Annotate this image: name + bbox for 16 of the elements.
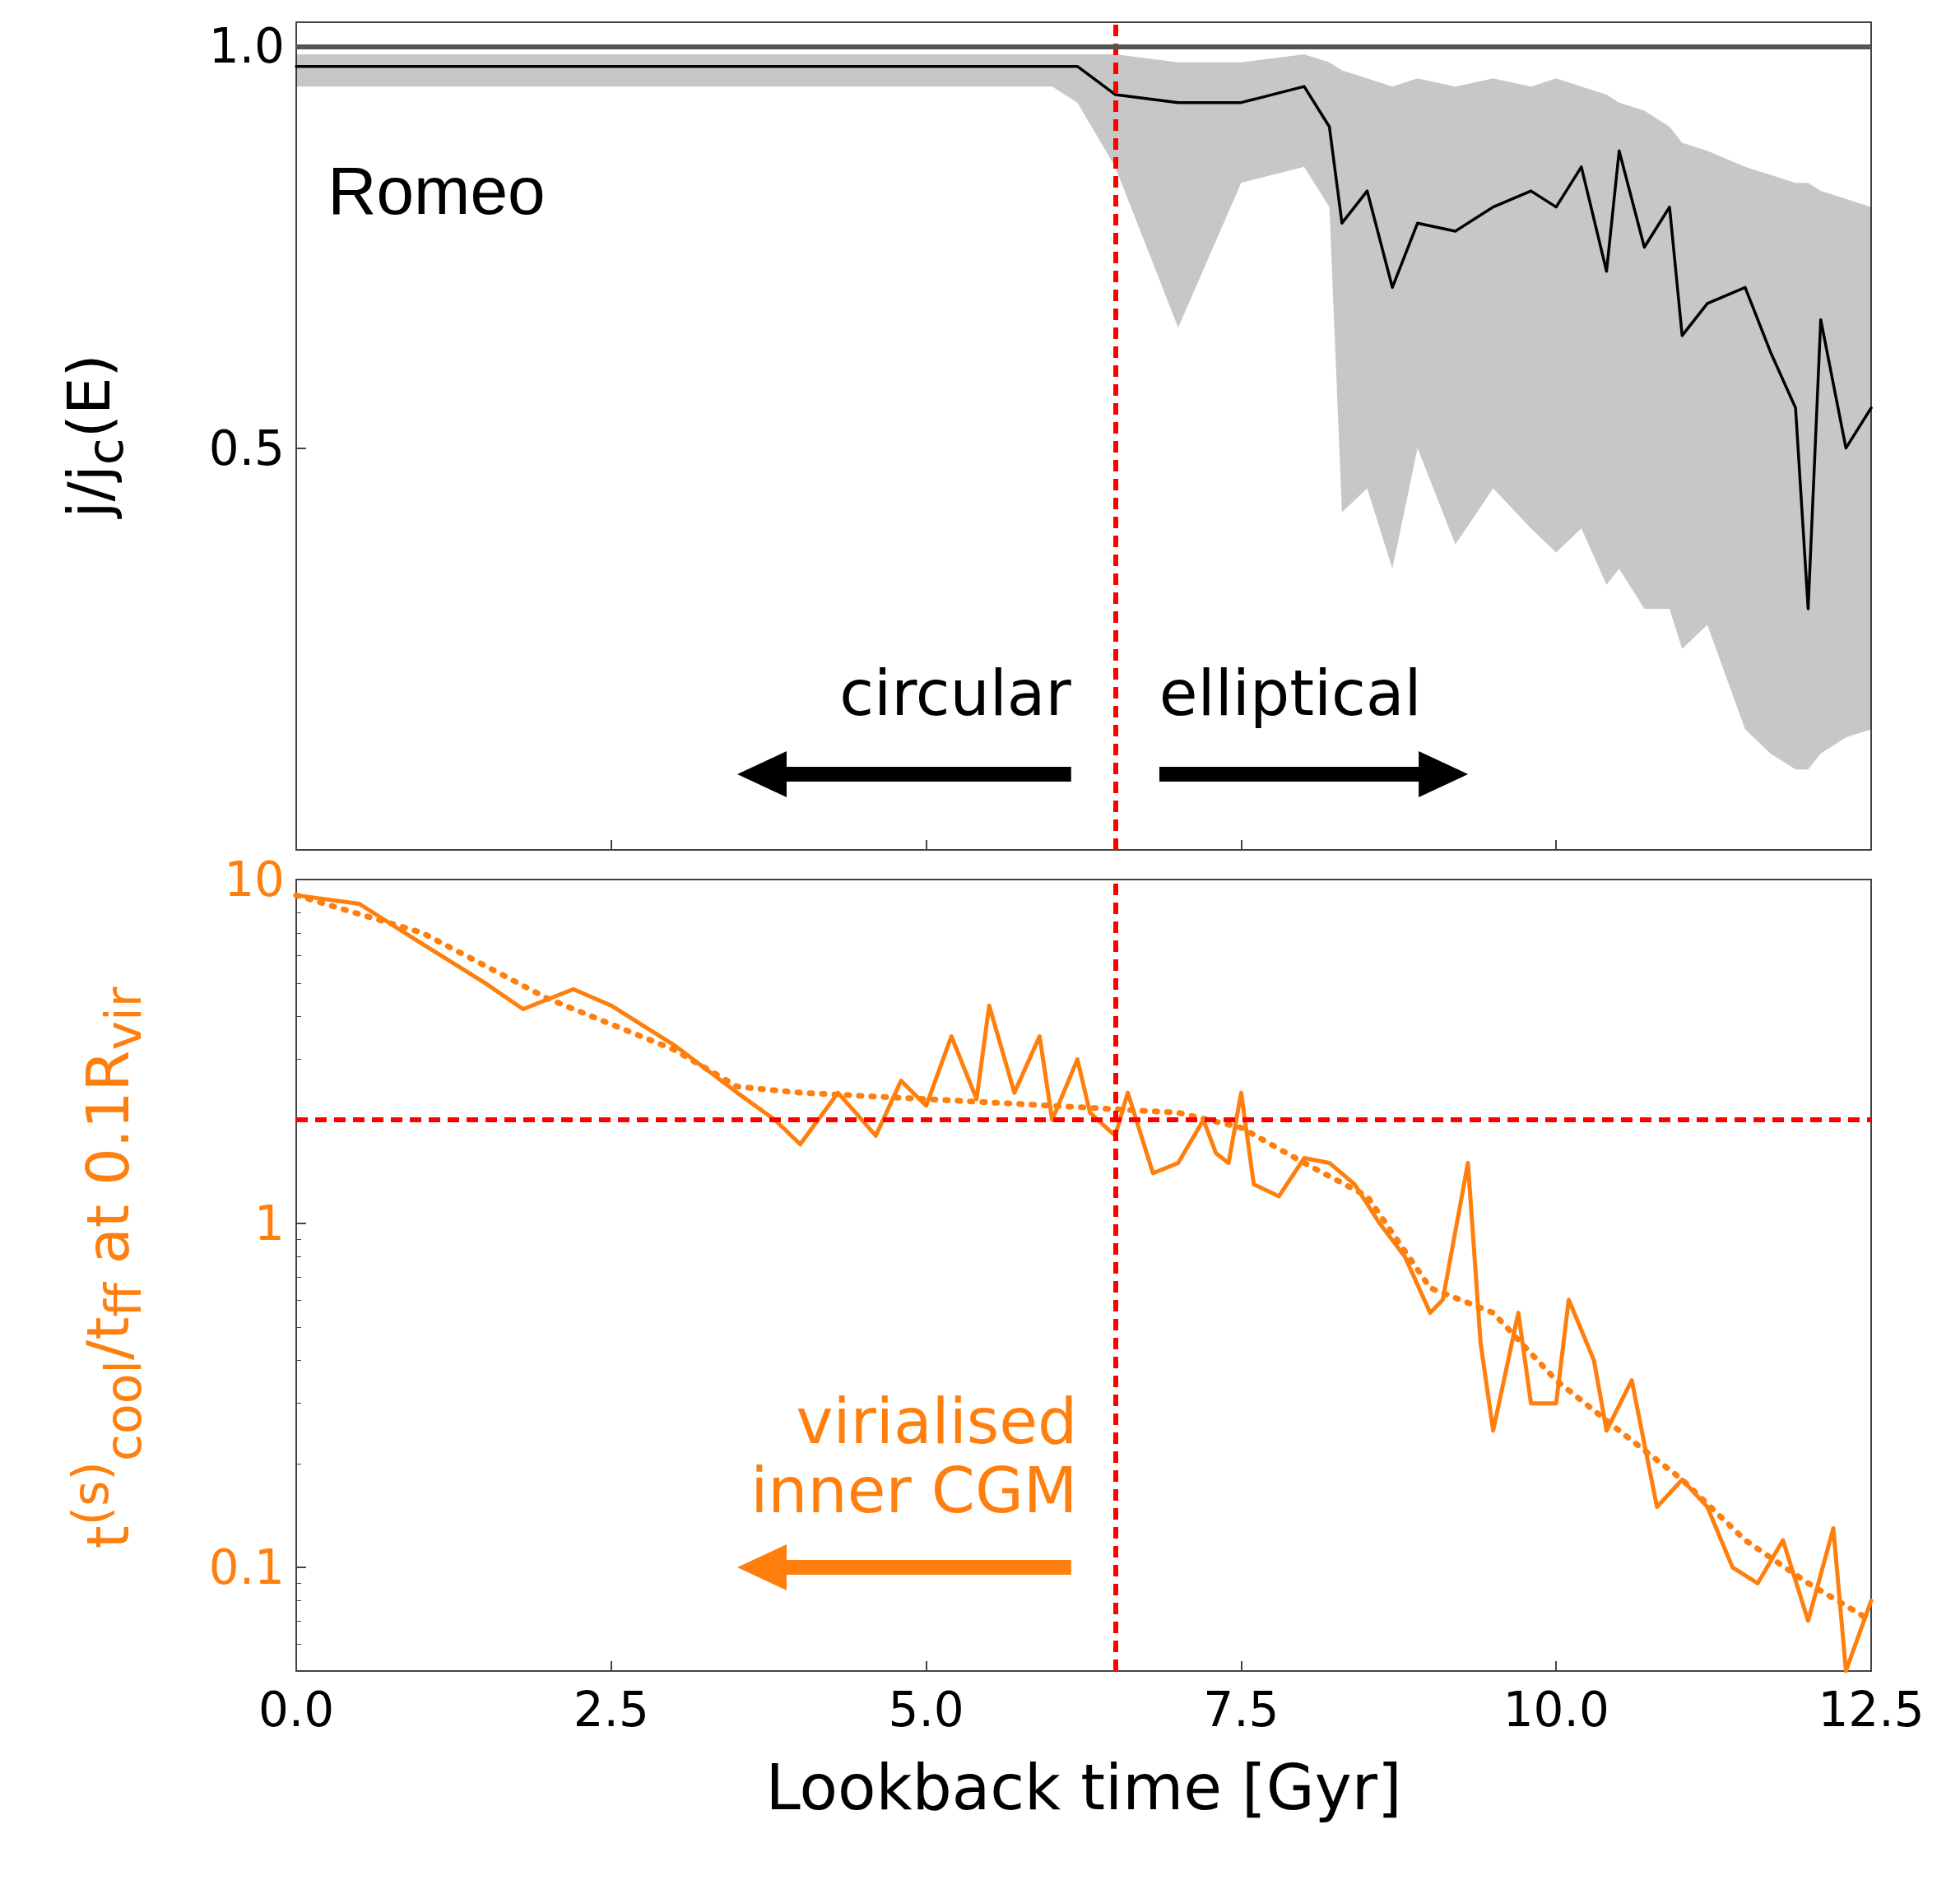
x-tick-label: 7.5	[1203, 1682, 1280, 1738]
x-tick-label: 2.5	[573, 1682, 649, 1738]
annotation: elliptical	[1159, 656, 1422, 730]
x-tick-label: 5.0	[888, 1682, 964, 1738]
y-tick-label: 0.1	[208, 1539, 285, 1596]
x-tick-label: 0.0	[258, 1682, 335, 1738]
x-tick-label: 12.5	[1818, 1682, 1925, 1738]
y-tick-label: 0.5	[208, 420, 285, 476]
annotation: Romeo	[327, 153, 546, 229]
y-tick-label: 10	[224, 852, 285, 908]
annotation: virialised inner CGM	[750, 1385, 1078, 1528]
y-tick-label: 1	[254, 1195, 285, 1252]
annotation: circular	[838, 656, 1071, 730]
y-tick-label: 1.0	[208, 18, 285, 75]
x-tick-label: 10.0	[1503, 1682, 1609, 1738]
x-axis-title: Lookback time [Gyr]	[764, 1751, 1403, 1824]
